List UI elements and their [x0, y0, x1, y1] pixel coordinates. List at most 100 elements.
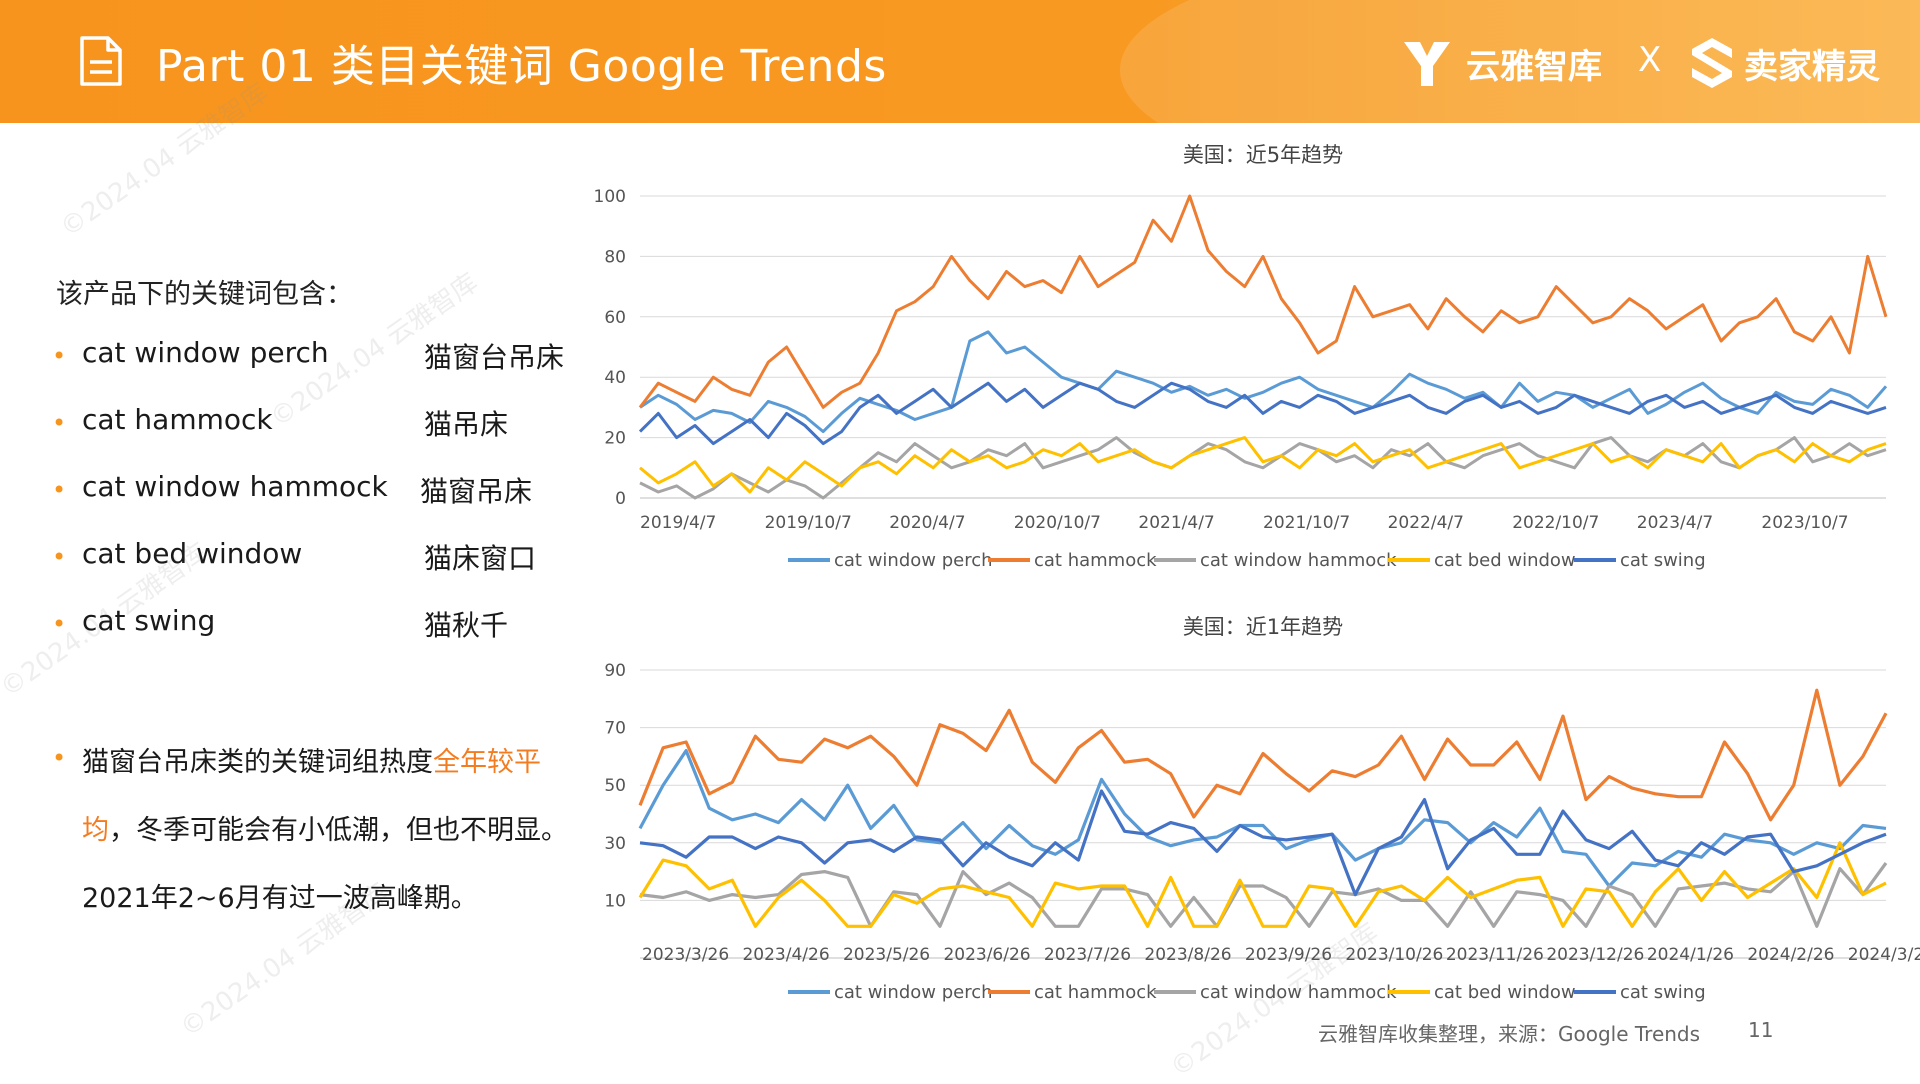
legend-entry: cat window hammock — [1200, 550, 1397, 571]
x-tick-label: 2019/4/7 — [640, 513, 716, 533]
series-line — [638, 381, 1887, 446]
x-tick-label: 2020/4/7 — [889, 513, 965, 533]
keyword-en: cat hammock — [82, 403, 273, 436]
keyword-zh: 猫床窗口 — [424, 542, 537, 575]
legend-entry: cat hammock — [1034, 982, 1157, 1003]
y-tick-label: 40 — [604, 368, 626, 388]
brand-maijia: 卖家精灵 — [1688, 36, 1880, 90]
legend-entry: cat swing — [1620, 550, 1706, 571]
series-line — [639, 862, 1888, 928]
keyword-zh: 猫窗吊床 — [420, 475, 533, 508]
y-tick-label: 90 — [604, 661, 626, 681]
x-tick-label: 2023/8/26 — [1144, 945, 1231, 965]
x-tick-label: 2023/4/26 — [742, 945, 829, 965]
list-item: • cat hammock 猫吊床 — [52, 399, 592, 466]
x-tick-label: 2021/10/7 — [1263, 513, 1350, 533]
brand-maijia-text: 卖家精灵 — [1744, 46, 1880, 87]
x-tick-label: 2023/11/26 — [1446, 945, 1544, 965]
summary-part1: 猫窗台吊床类的关键词组热度 — [82, 747, 433, 778]
bullet-icon: • — [52, 409, 67, 437]
y-tick-label: 80 — [604, 247, 626, 267]
x-tick-label: 2023/6/26 — [943, 945, 1030, 965]
list-item: • cat bed window 猫床窗口 — [52, 533, 592, 600]
brand-separator: X — [1638, 40, 1662, 80]
x-tick-label: 2021/4/7 — [1138, 513, 1214, 533]
y-tick-label: 30 — [604, 834, 626, 854]
series-line — [639, 789, 1887, 897]
keyword-en: cat swing — [82, 604, 216, 637]
summary-part2: ，冬季可能会有小低潮，但也不明显。 — [109, 815, 568, 846]
y-tick-label: 70 — [604, 719, 626, 739]
brand-yunya: 云雅智库 — [1400, 36, 1602, 90]
legend-entry: cat swing — [1620, 982, 1706, 1003]
series-line — [638, 748, 1887, 888]
x-tick-label: 2022/4/7 — [1388, 513, 1464, 533]
document-icon — [80, 36, 122, 86]
bullet-icon: • — [52, 543, 67, 571]
brand-yunya-text: 云雅智库 — [1466, 46, 1602, 87]
y-tick-label: 60 — [604, 308, 626, 328]
x-tick-label: 2023/10/7 — [1761, 513, 1848, 533]
series-line — [639, 330, 1888, 434]
summary-highlight-2: 均 — [82, 815, 109, 846]
legend-entry: cat bed window — [1434, 550, 1576, 571]
series-line — [639, 436, 1887, 500]
legend-entry: cat bed window — [1434, 982, 1576, 1003]
summary-line-3: 2021年2~6月有过一波高峰期。 — [82, 883, 478, 914]
list-item: • cat window perch 猫窗台吊床 — [52, 332, 592, 399]
legend-entry: cat window perch — [834, 982, 993, 1003]
x-tick-label: 2023/10/26 — [1345, 945, 1443, 965]
x-tick-label: 2020/10/7 — [1014, 513, 1101, 533]
x-tick-label: 2023/9/26 — [1245, 945, 1332, 965]
legend-entry: cat hammock — [1034, 550, 1157, 571]
y-tick-label: 10 — [604, 891, 626, 911]
legend-entry: cat window hammock — [1200, 982, 1397, 1003]
list-item: • cat swing 猫秋千 — [52, 600, 592, 667]
x-tick-label: 2023/3/26 — [642, 945, 729, 965]
y-tick-label: 0 — [615, 489, 626, 509]
x-tick-label: 2024/1/26 — [1647, 945, 1734, 965]
x-tick-label: 2019/10/7 — [765, 513, 852, 533]
x-tick-label: 2023/7/26 — [1044, 945, 1131, 965]
y-tick-label: 100 — [594, 187, 626, 207]
chart-title: 美国：近5年趋势 — [1183, 143, 1343, 167]
series-line — [638, 688, 1888, 822]
series-line — [638, 841, 1887, 928]
keyword-list: • cat window perch 猫窗台吊床 • cat hammock 猫吊床 •… — [52, 332, 592, 667]
x-tick-label: 2023/12/26 — [1546, 945, 1644, 965]
x-tick-label: 2023/4/7 — [1637, 513, 1713, 533]
summary-line-2: 均，冬季可能会有小低潮，但也不明显。 — [82, 808, 568, 847]
page-number: 11 — [1748, 1018, 1774, 1042]
page-title: Part 01 类目关键词 Google Trends — [156, 41, 887, 92]
y-tick-label: 20 — [604, 429, 626, 449]
yunya-logo-icon — [1404, 42, 1450, 86]
series-line — [639, 436, 1887, 494]
keyword-en: cat bed window — [82, 537, 303, 570]
header-bar: Part 01 类目关键词 Google Trends 云雅智库 X 卖家精灵 — [0, 0, 1920, 123]
keyword-zh: 猫吊床 — [424, 408, 509, 441]
y-tick-label: 50 — [604, 776, 626, 796]
x-tick-label: 2023/5/26 — [843, 945, 930, 965]
chart-title: 美国：近1年趋势 — [1183, 615, 1343, 639]
summary-highlight-1: 全年较平 — [433, 747, 541, 778]
source-footer: 云雅智库收集整理，来源：Google Trends — [1318, 1022, 1701, 1046]
keyword-zh: 猫秋千 — [424, 609, 509, 642]
legend-entry: cat window perch — [834, 550, 993, 571]
list-item: • cat window hammock 猫窗吊床 — [52, 466, 592, 533]
bullet-icon: • — [52, 342, 67, 370]
x-tick-label: 2024/2/26 — [1747, 945, 1834, 965]
x-tick-label: 2024/3/26 — [1848, 945, 1920, 965]
bullet-icon: • — [52, 476, 67, 504]
keyword-en: cat window perch — [82, 336, 329, 369]
maijia-logo-icon — [1692, 38, 1732, 88]
bullet-icon: • — [52, 744, 67, 772]
keyword-en: cat window hammock — [82, 470, 388, 503]
header-decoration — [1120, 0, 1920, 123]
keywords-intro: 该产品下的关键词包含： — [56, 279, 353, 310]
bullet-icon: • — [52, 610, 67, 638]
series-line — [638, 194, 1888, 409]
x-tick-label: 2022/10/7 — [1512, 513, 1599, 533]
keyword-zh: 猫窗台吊床 — [424, 341, 565, 374]
summary-line-1: 猫窗台吊床类的关键词组热度全年较平 — [82, 740, 541, 779]
